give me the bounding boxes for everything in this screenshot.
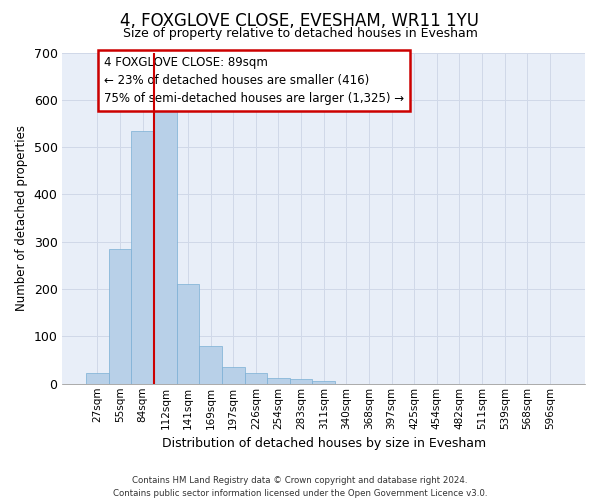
Bar [245, 374, 267, 384]
Bar [199, 346, 222, 384]
Bar [154, 107, 176, 384]
X-axis label: Distribution of detached houses by size in Evesham: Distribution of detached houses by size … [161, 437, 486, 450]
Bar [313, 382, 335, 384]
Y-axis label: Number of detached properties: Number of detached properties [15, 125, 28, 311]
Text: 4, FOXGLOVE CLOSE, EVESHAM, WR11 1YU: 4, FOXGLOVE CLOSE, EVESHAM, WR11 1YU [121, 12, 479, 30]
Bar [222, 367, 245, 384]
Text: Contains HM Land Registry data © Crown copyright and database right 2024.
Contai: Contains HM Land Registry data © Crown c… [113, 476, 487, 498]
Bar [290, 379, 313, 384]
Bar [109, 249, 131, 384]
Bar [267, 378, 290, 384]
Bar [131, 130, 154, 384]
Bar [86, 374, 109, 384]
Text: 4 FOXGLOVE CLOSE: 89sqm
← 23% of detached houses are smaller (416)
75% of semi-d: 4 FOXGLOVE CLOSE: 89sqm ← 23% of detache… [104, 56, 404, 105]
Bar [176, 284, 199, 384]
Text: Size of property relative to detached houses in Evesham: Size of property relative to detached ho… [122, 28, 478, 40]
